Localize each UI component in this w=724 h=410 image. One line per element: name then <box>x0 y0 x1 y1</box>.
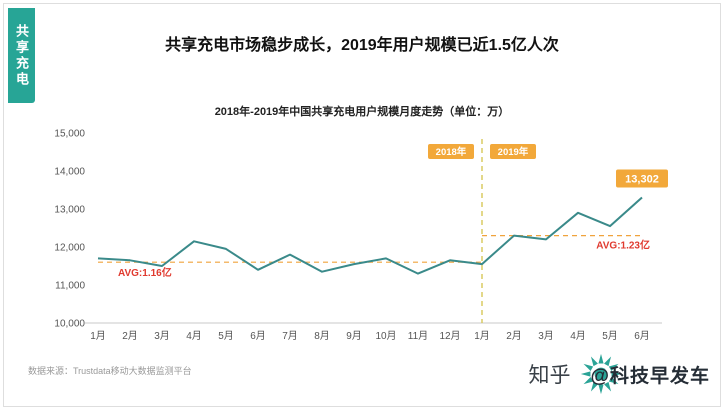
sun-ray <box>612 371 622 377</box>
sun-ray <box>598 353 605 364</box>
avg-label: AVG:1.16亿 <box>118 266 172 279</box>
y-tick-label: 14,000 <box>54 167 85 178</box>
avg-label: AVG:1.23亿 <box>596 239 650 252</box>
x-tick-label: 9月 <box>346 330 362 342</box>
x-tick-label: 3月 <box>154 330 170 342</box>
sun-ray <box>591 381 599 392</box>
x-tick-label: 2月 <box>122 330 138 342</box>
watermark: 知乎 @科技早发车 <box>528 352 710 396</box>
sun-ray <box>604 356 612 367</box>
year-badge-label: 2018年 <box>436 146 467 158</box>
x-tick-label: 1月 <box>474 330 490 342</box>
watermark-handle: @科技早发车 <box>590 365 710 387</box>
category-tab-label: 共享充电 <box>14 23 29 88</box>
sun-core <box>595 367 608 381</box>
year-badge <box>428 144 474 159</box>
x-tick-label: 5月 <box>218 330 234 342</box>
end-value-badge <box>616 169 668 188</box>
x-tick-label: 6月 <box>250 330 266 342</box>
sunburst-logo-icon <box>581 353 622 395</box>
year-badge-label: 2019年 <box>498 146 529 158</box>
end-value-label: 13,302 <box>625 174 659 186</box>
line-chart: 10,000 11,000 12,000 13,000 14,000 15,000 1月 2月… <box>54 129 668 342</box>
x-tick-label: 1月 <box>90 330 106 342</box>
zhihu-label: 知乎 <box>528 364 571 387</box>
sun-ray <box>584 377 594 385</box>
page-title: 共享充电市场稳步成长，2019年用户规模已近1.5亿人次 <box>165 37 559 54</box>
x-tick-label: 10月 <box>375 330 396 342</box>
x-tick-label: 3月 <box>538 330 554 342</box>
sun-ray <box>584 363 594 371</box>
y-tick-label: 12,000 <box>54 243 85 254</box>
sun-ray <box>581 371 591 377</box>
chart-title: 2018年-2019年中国共享充电用户规模月度走势（单位：万） <box>214 106 510 118</box>
data-line <box>97 196 643 275</box>
report-card: 共享充电 共享充电市场稳步成长，2019年用户规模已近1.5亿人次 2018年-… <box>3 3 721 407</box>
x-tick-label: 12月 <box>439 330 460 342</box>
x-tick-label: 6月 <box>634 330 650 342</box>
sun-ray <box>609 377 619 385</box>
y-tick-label: 11,000 <box>55 281 85 292</box>
x-tick-label: 5月 <box>602 330 618 342</box>
category-tab: 共享充电 <box>8 8 35 103</box>
sun-ray <box>591 356 599 367</box>
year-badge <box>490 144 536 159</box>
y-tick-label: 10,000 <box>54 319 85 330</box>
x-tick-label: 4月 <box>186 330 202 342</box>
x-tick-label: 4月 <box>570 330 586 342</box>
sun-ray <box>598 384 605 395</box>
x-tick-label: 8月 <box>314 330 330 342</box>
sun-ray <box>604 381 612 392</box>
y-tick-label: 15,000 <box>54 129 85 140</box>
x-tick-label: 2月 <box>506 330 522 342</box>
y-tick-label: 13,000 <box>54 205 85 216</box>
x-tick-label: 7月 <box>282 330 298 342</box>
sun-ray <box>609 363 619 371</box>
data-source: 数据来源：Trustdata移动大数据监测平台 <box>28 366 192 376</box>
x-tick-label: 11月 <box>408 330 428 342</box>
